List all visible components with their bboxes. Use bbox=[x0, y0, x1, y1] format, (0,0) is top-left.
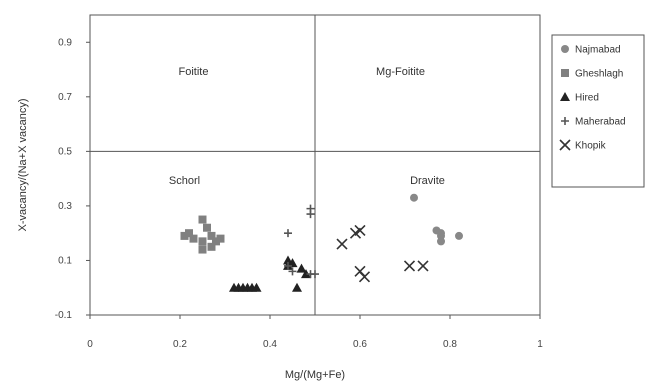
data-point bbox=[198, 237, 207, 246]
data-point bbox=[212, 237, 220, 246]
legend-box bbox=[551, 34, 645, 188]
legend-marker bbox=[560, 92, 570, 101]
x-axis-title: Mg/(Mg+Fe) bbox=[285, 369, 345, 381]
legend-marker bbox=[561, 117, 569, 125]
data-point bbox=[296, 263, 307, 273]
data-point bbox=[207, 231, 216, 240]
data-point bbox=[437, 231, 445, 240]
y-axis-title: X-vacancy/(Na+X vacancy) bbox=[17, 99, 29, 232]
data-point bbox=[354, 224, 366, 237]
data-point bbox=[358, 271, 371, 283]
x-tick-label: 0.2 bbox=[173, 339, 187, 350]
y-tick-label: 0.5 bbox=[58, 146, 72, 157]
y-tick-label: 0.9 bbox=[58, 37, 72, 48]
legend-label: Hired bbox=[575, 93, 599, 104]
region-label: Foitite bbox=[179, 66, 209, 78]
x-tick-label: 0.6 bbox=[353, 339, 367, 350]
region-label: Dravite bbox=[410, 175, 445, 187]
x-tick-label: 0.4 bbox=[263, 339, 277, 350]
data-point bbox=[288, 267, 297, 276]
legend-label: Khopik bbox=[575, 141, 607, 152]
legend: Najmabad Gheshlagh Hired Maherabad Khopik bbox=[551, 34, 645, 188]
x-tick-label: 0.8 bbox=[443, 339, 457, 350]
data-point bbox=[207, 242, 216, 251]
data-point bbox=[284, 229, 292, 238]
data-point bbox=[198, 245, 207, 254]
y-tick-label: 0.3 bbox=[58, 201, 72, 212]
legend-label: Gheshlagh bbox=[575, 69, 623, 80]
legend-marker bbox=[561, 45, 569, 53]
legend-marker bbox=[559, 139, 571, 151]
y-tick-label: 0.1 bbox=[58, 255, 72, 266]
data-point bbox=[189, 234, 198, 243]
data-point bbox=[410, 193, 418, 202]
data-point bbox=[455, 231, 463, 240]
x-tick-label: 0 bbox=[87, 339, 93, 350]
region-label: Schorl bbox=[169, 175, 200, 187]
y-tick-label: -0.1 bbox=[55, 310, 73, 321]
data-point bbox=[336, 238, 348, 250]
legend-label: Najmabad bbox=[575, 45, 621, 56]
data-point bbox=[301, 269, 311, 279]
data-point bbox=[198, 215, 207, 224]
data-point bbox=[311, 270, 319, 279]
data-point bbox=[185, 229, 193, 238]
x-tick-label: 1 bbox=[537, 339, 543, 350]
data-point bbox=[403, 260, 416, 272]
data-point bbox=[417, 260, 429, 272]
data-point bbox=[180, 231, 189, 240]
legend-marker bbox=[561, 69, 569, 77]
data-point bbox=[251, 282, 262, 292]
data-point bbox=[306, 210, 315, 219]
data-point bbox=[287, 258, 298, 268]
legend-label: Maherabad bbox=[575, 117, 626, 128]
data-point bbox=[203, 223, 211, 232]
data-point bbox=[284, 261, 292, 270]
y-tick-label: 0.7 bbox=[58, 92, 72, 103]
data-point bbox=[292, 282, 302, 292]
data-point bbox=[216, 234, 225, 243]
region-label: Mg-Foitite bbox=[376, 66, 425, 78]
